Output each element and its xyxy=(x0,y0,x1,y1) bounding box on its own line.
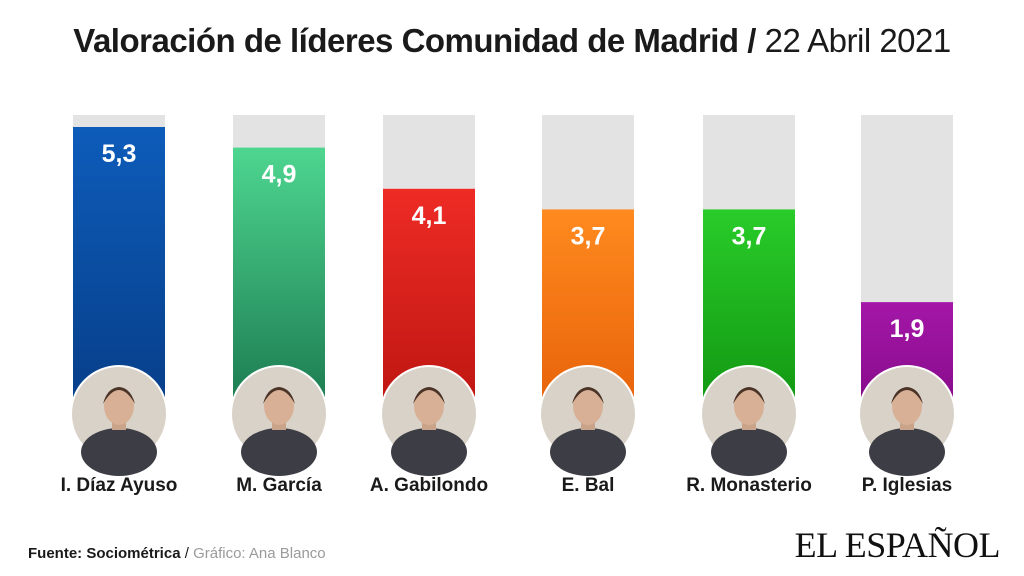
title-separator: / xyxy=(747,22,756,59)
footer-separator: / xyxy=(180,545,194,562)
chart-title: Valoración de líderes Comunidad de Madri… xyxy=(0,22,1024,60)
footer-source: Fuente: Sociométrica xyxy=(28,545,181,562)
category-label: I. Díaz Ayuso xyxy=(61,475,178,496)
category-label: A. Gabilondo xyxy=(370,475,488,496)
bar xyxy=(233,147,325,400)
portrait-photo xyxy=(380,365,478,476)
data-label: 4,9 xyxy=(262,161,297,189)
portrait-photo xyxy=(230,365,328,476)
title-main: Valoración de líderes Comunidad de Madri… xyxy=(73,22,739,59)
category-label: P. Iglesias xyxy=(862,475,953,496)
category-label: E. Bal xyxy=(562,475,615,496)
bar xyxy=(73,127,165,400)
portrait-photo xyxy=(539,365,637,476)
footer: Fuente: Sociométrica / Gráfico: Ana Blan… xyxy=(28,545,326,562)
portrait-photo xyxy=(700,365,798,476)
category-label: R. Monasterio xyxy=(686,475,812,496)
data-label: 3,7 xyxy=(732,222,767,250)
data-label: 4,1 xyxy=(412,202,447,230)
data-label: 3,7 xyxy=(571,222,606,250)
el-espanol-logo: EL ESPAÑOL xyxy=(794,525,1001,565)
data-label: 5,3 xyxy=(102,140,137,168)
portrait-photo xyxy=(858,365,956,476)
category-label: M. García xyxy=(236,475,322,496)
bar xyxy=(383,188,475,400)
portrait-photo xyxy=(70,365,168,476)
footer-credit: Gráfico: Ana Blanco xyxy=(193,545,326,562)
data-label: 1,9 xyxy=(890,315,925,343)
title-date: 22 Abril 2021 xyxy=(764,22,952,59)
